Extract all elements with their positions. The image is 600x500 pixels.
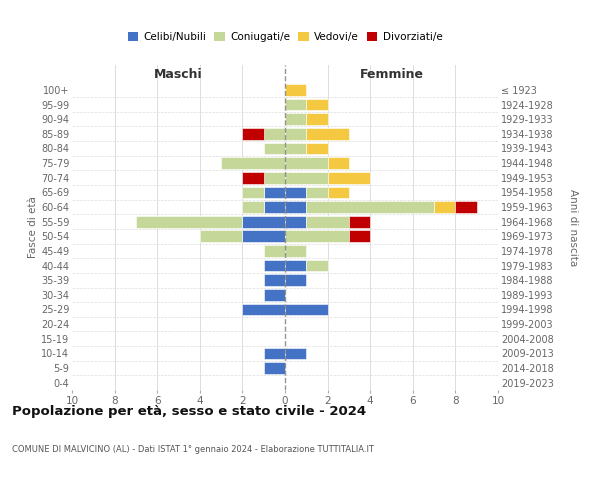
Bar	[285, 186, 307, 198]
Bar	[349, 230, 370, 242]
Bar	[285, 98, 307, 110]
Text: Femmine: Femmine	[359, 68, 424, 81]
Bar	[242, 304, 285, 316]
Bar	[328, 186, 349, 198]
Bar	[307, 114, 328, 125]
Bar	[221, 157, 285, 169]
Bar	[242, 230, 285, 242]
Bar	[285, 304, 328, 316]
Bar	[242, 186, 264, 198]
Bar	[200, 230, 242, 242]
Bar	[285, 142, 307, 154]
Bar	[242, 128, 264, 140]
Bar	[285, 84, 307, 96]
Bar	[264, 128, 285, 140]
Y-axis label: Fasce di età: Fasce di età	[28, 196, 38, 258]
Bar	[242, 172, 264, 184]
Bar	[264, 348, 285, 360]
Bar	[307, 128, 349, 140]
Bar	[264, 289, 285, 300]
Bar	[285, 245, 307, 257]
Bar	[264, 142, 285, 154]
Bar	[285, 348, 307, 360]
Bar	[307, 142, 328, 154]
Bar	[285, 274, 307, 286]
Bar	[307, 201, 434, 213]
Bar	[285, 216, 307, 228]
Bar	[242, 216, 285, 228]
Legend: Celibi/Nubili, Coniugati/e, Vedovi/e, Divorziati/e: Celibi/Nubili, Coniugati/e, Vedovi/e, Di…	[124, 28, 446, 46]
Bar	[307, 186, 328, 198]
Text: COMUNE DI MALVICINO (AL) - Dati ISTAT 1° gennaio 2024 - Elaborazione TUTTITALIA.: COMUNE DI MALVICINO (AL) - Dati ISTAT 1°…	[12, 445, 374, 454]
Bar	[285, 114, 307, 125]
Bar	[285, 172, 328, 184]
Bar	[285, 201, 307, 213]
Bar	[285, 260, 307, 272]
Bar	[349, 216, 370, 228]
Bar	[264, 172, 285, 184]
Bar	[307, 98, 328, 110]
Bar	[434, 201, 455, 213]
Bar	[307, 260, 328, 272]
Bar	[242, 201, 264, 213]
Bar	[264, 274, 285, 286]
Bar	[264, 362, 285, 374]
Bar	[264, 186, 285, 198]
Bar	[264, 201, 285, 213]
Bar	[264, 245, 285, 257]
Bar	[328, 157, 349, 169]
Bar	[455, 201, 476, 213]
Bar	[328, 172, 370, 184]
Bar	[285, 157, 328, 169]
Text: Maschi: Maschi	[154, 68, 203, 81]
Bar	[136, 216, 242, 228]
Y-axis label: Anni di nascita: Anni di nascita	[568, 189, 578, 266]
Bar	[285, 128, 307, 140]
Text: Popolazione per età, sesso e stato civile - 2024: Popolazione per età, sesso e stato civil…	[12, 405, 366, 418]
Bar	[285, 230, 349, 242]
Bar	[307, 216, 349, 228]
Bar	[264, 260, 285, 272]
